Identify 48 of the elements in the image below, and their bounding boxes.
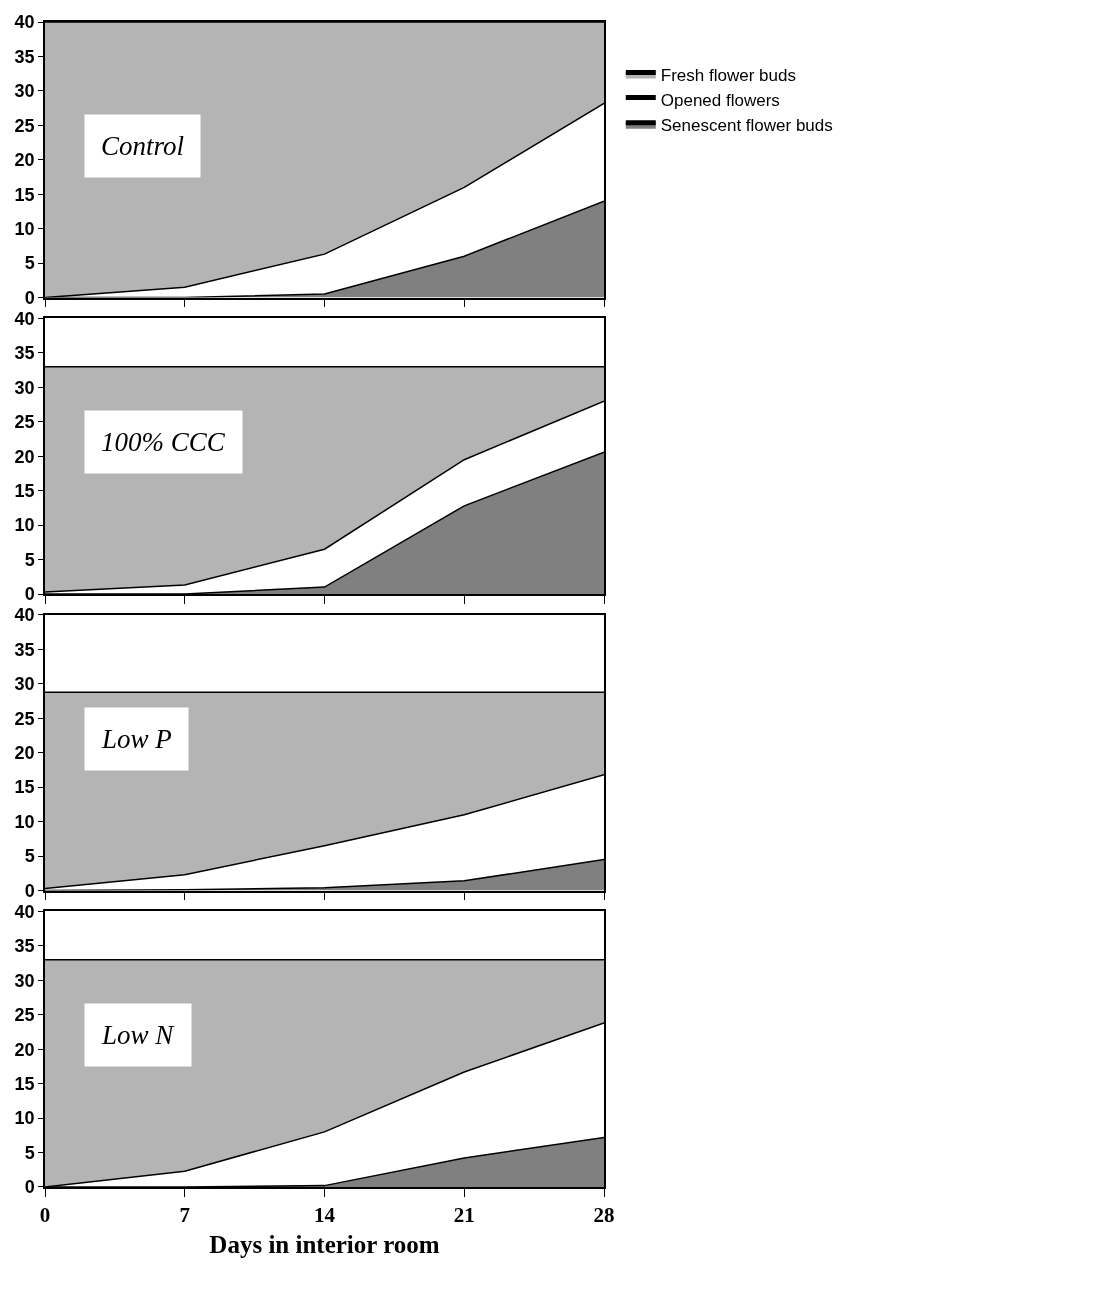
y-tick-label: 35	[14, 46, 35, 67]
y-tick-label: 15	[14, 480, 35, 501]
y-tick-label: 0	[24, 880, 35, 901]
y-tick-label: 20	[14, 446, 35, 467]
y-tick-label: 30	[14, 377, 35, 398]
x-tick-label: 28	[593, 1202, 615, 1227]
y-tick-label: 10	[14, 218, 35, 239]
y-tick-label: 5	[24, 253, 35, 274]
y-tick-label: 0	[24, 584, 35, 605]
annotation: Low N	[101, 1020, 176, 1050]
y-tick-label: 40	[14, 308, 35, 329]
y-tick-label: 30	[14, 970, 35, 991]
y-tick-label: 5	[24, 549, 35, 570]
annotation: Low P	[101, 724, 172, 754]
y-tick-label: 10	[14, 1108, 35, 1129]
y-tick-label: 5	[24, 1142, 35, 1163]
y-tick-label: 35	[14, 936, 35, 957]
y-tick-label: 20	[14, 1039, 35, 1060]
y-tick-label: 25	[14, 115, 35, 136]
y-tick-label: 5	[24, 846, 35, 867]
y-tick-label: 20	[14, 150, 35, 171]
y-tick-label: 40	[14, 12, 35, 33]
y-tick-label: 25	[14, 1005, 35, 1026]
x-tick-label: 21	[453, 1202, 475, 1227]
y-tick-label: 30	[14, 81, 35, 102]
y-tick-label: 20	[14, 743, 35, 764]
y-tick-label: 35	[14, 639, 35, 660]
y-tick-label: 30	[14, 674, 35, 695]
y-tick-label: 25	[14, 412, 35, 433]
y-tick-label: 15	[14, 777, 35, 798]
y-tick-label: 40	[14, 901, 35, 922]
x-tick-label: 7	[179, 1202, 190, 1227]
y-tick-label: 35	[14, 343, 35, 364]
y-tick-label: 0	[24, 287, 35, 308]
annotation: 100% CCC	[101, 427, 226, 457]
x-tick-label: 14	[314, 1202, 336, 1227]
y-tick-label: 0	[24, 1177, 35, 1198]
y-tick-label: 25	[14, 708, 35, 729]
y-tick-label: 40	[14, 605, 35, 626]
y-tick-label: 15	[14, 184, 35, 205]
legend-label: Opened flowers	[660, 91, 780, 111]
y-tick-label: 10	[14, 515, 35, 536]
legend-label: Fresh flower buds	[660, 66, 796, 86]
y-tick-label: 15	[14, 1073, 35, 1094]
annotation: Control	[101, 131, 185, 161]
legend-label: Senescent flower buds	[660, 116, 833, 136]
y-tick-label: 10	[14, 811, 35, 832]
x-axis-title: Days in interior room	[209, 1231, 440, 1259]
